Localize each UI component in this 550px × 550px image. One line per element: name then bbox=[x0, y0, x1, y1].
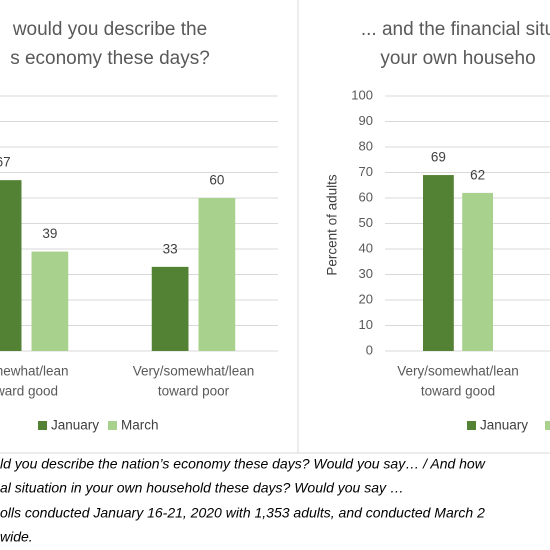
footnote: olls conducted January 16-21, 2020 with … bbox=[0, 505, 485, 521]
bar bbox=[462, 192, 493, 351]
legend-label: January bbox=[51, 418, 99, 433]
data-label: 69 bbox=[431, 150, 446, 165]
chart-title: would you describe the bbox=[12, 19, 207, 40]
legend-label: January bbox=[480, 418, 528, 433]
bar bbox=[0, 180, 22, 351]
data-label: 67 bbox=[0, 155, 11, 170]
y-tick-label: 80 bbox=[359, 138, 373, 153]
bar bbox=[31, 251, 69, 351]
legend-label: March bbox=[121, 418, 159, 433]
y-tick-label: 0 bbox=[366, 342, 373, 357]
footnote: al situation in your own household these… bbox=[0, 480, 404, 496]
x-tick-label: toward poor bbox=[158, 384, 230, 399]
x-tick-label: ward good bbox=[0, 384, 58, 399]
chart-title: ... and the financial situ bbox=[361, 19, 550, 40]
y-tick-label: 90 bbox=[359, 113, 373, 128]
y-axis-label: Percent of adults bbox=[325, 174, 340, 276]
legend-swatch bbox=[545, 421, 550, 430]
legend-swatch bbox=[108, 421, 117, 430]
data-label: 39 bbox=[42, 226, 57, 241]
legend-swatch bbox=[38, 421, 47, 430]
legend-swatch bbox=[467, 421, 476, 430]
x-tick-label: toward good bbox=[421, 384, 495, 399]
x-tick-label: omewhat/lean bbox=[0, 364, 69, 379]
data-label: 60 bbox=[209, 173, 224, 188]
y-tick-label: 20 bbox=[359, 291, 373, 306]
y-tick-label: 40 bbox=[359, 240, 373, 255]
y-tick-label: 30 bbox=[359, 266, 373, 281]
data-label: 62 bbox=[470, 167, 485, 182]
bar bbox=[198, 198, 236, 351]
footnote: ld you describe the nation’s economy the… bbox=[0, 456, 486, 472]
y-tick-label: 10 bbox=[359, 317, 373, 332]
x-tick-label: Very/somewhat/lean bbox=[397, 364, 519, 379]
chart-title: s economy these days? bbox=[10, 48, 210, 69]
bar bbox=[423, 175, 454, 351]
data-label: 33 bbox=[163, 241, 178, 256]
y-tick-label: 50 bbox=[359, 215, 373, 230]
chart-title: your own househo bbox=[380, 48, 535, 69]
y-tick-label: 100 bbox=[351, 87, 373, 102]
footnote: wide. bbox=[0, 529, 33, 545]
y-tick-label: 70 bbox=[359, 164, 373, 179]
y-tick-label: 60 bbox=[359, 189, 373, 204]
x-tick-label: Very/somewhat/lean bbox=[133, 364, 255, 379]
bar bbox=[151, 266, 189, 351]
